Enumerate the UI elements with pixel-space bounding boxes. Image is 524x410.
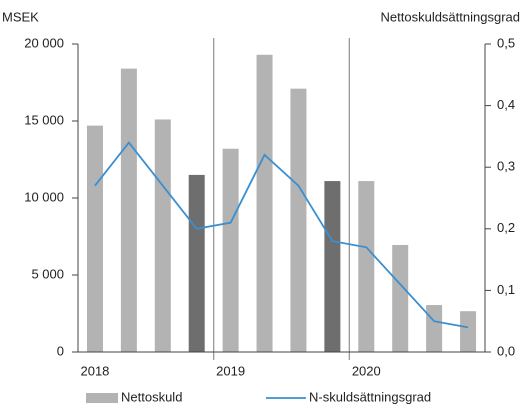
bar [154, 119, 171, 353]
bar [324, 181, 341, 352]
bar [120, 68, 137, 352]
bar [290, 88, 307, 352]
legend-label: Nettoskuld [121, 389, 182, 404]
y2-tick-label: 0,5 [497, 35, 515, 50]
x-tick-label: 2020 [352, 363, 381, 378]
x-tick-label: 2018 [80, 363, 109, 378]
y2-tick-label: 0,1 [497, 282, 515, 297]
bar [222, 148, 239, 352]
y-tick-label: 5 000 [31, 266, 64, 281]
bar [426, 305, 443, 352]
y-tick-label: 0 [57, 343, 64, 358]
bar [86, 125, 103, 353]
bar [392, 244, 409, 352]
legend-swatch [86, 393, 118, 403]
y2-axis-label: Nettoskuldsättningsgrad [381, 9, 520, 24]
bar [188, 174, 205, 352]
y2-tick-label: 0,2 [497, 220, 515, 235]
y-tick-label: 20 000 [24, 35, 64, 50]
bar [358, 181, 375, 352]
y-axis-label: MSEK [2, 9, 39, 24]
x-tick-label: 2019 [216, 363, 245, 378]
y-tick-label: 10 000 [24, 189, 64, 204]
y2-tick-label: 0,3 [497, 159, 515, 174]
y-tick-label: 15 000 [24, 112, 64, 127]
bar [256, 54, 273, 352]
y2-tick-label: 0,0 [497, 343, 515, 358]
bar [460, 311, 477, 352]
legend-label: N-skuldsättningsgrad [309, 389, 431, 404]
y2-tick-label: 0,4 [497, 97, 515, 112]
line [94, 141, 469, 329]
